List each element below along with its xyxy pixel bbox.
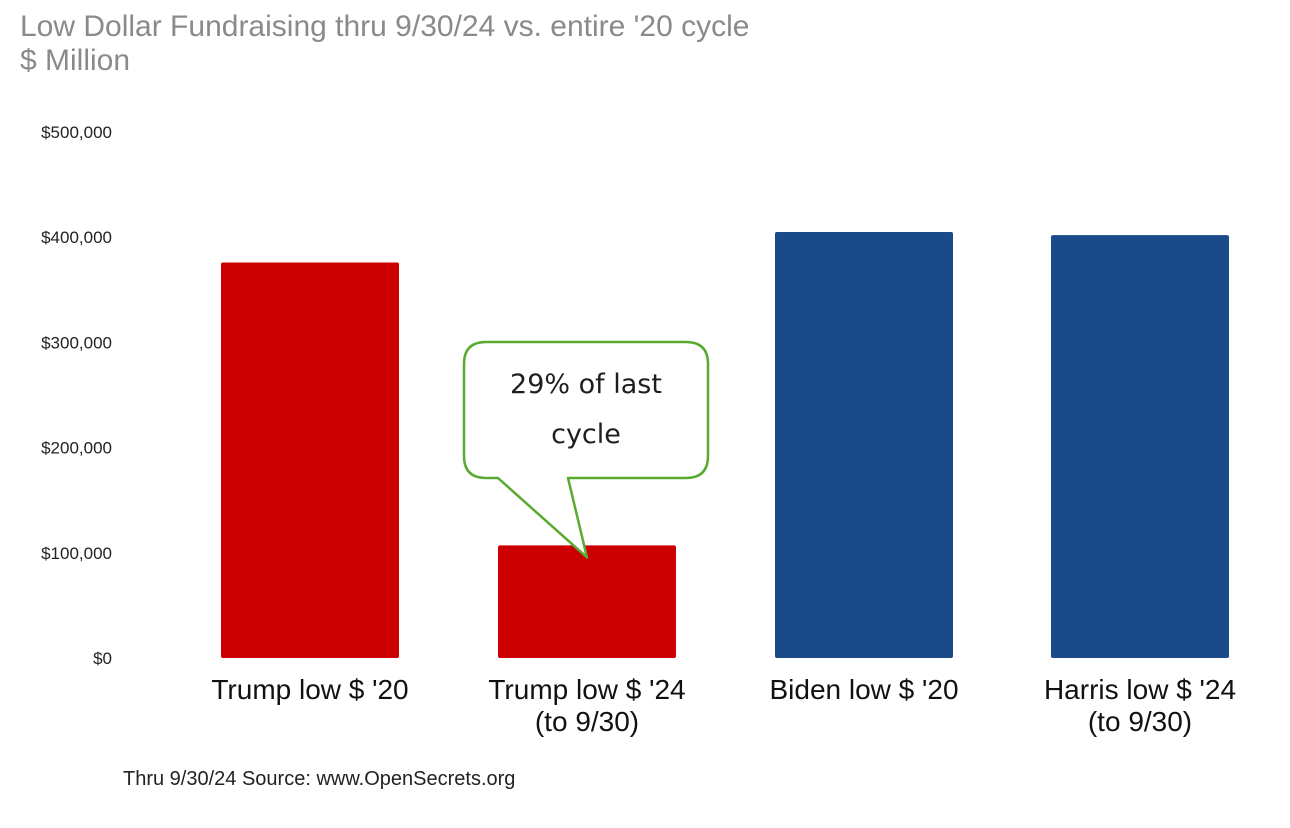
annotation-callout-shape bbox=[462, 340, 710, 559]
annotation-callout-text: 29% of last cycle bbox=[510, 369, 662, 450]
y-tick-label: $400,000 bbox=[41, 228, 112, 247]
x-tick-label: Trump low $ '20 bbox=[211, 674, 408, 705]
x-tick-label: Harris low $ '24 (to 9/30) bbox=[1044, 674, 1236, 737]
source-note: Thru 9/30/24 Source: www.OpenSecrets.org bbox=[123, 768, 516, 790]
y-tick-label: $500,000 bbox=[41, 123, 112, 142]
bar bbox=[498, 545, 676, 658]
chart-subtitle: $ Million bbox=[20, 44, 131, 77]
y-tick-label: $300,000 bbox=[41, 333, 112, 352]
chart-title: Low Dollar Fundraising thru 9/30/24 vs. … bbox=[20, 10, 750, 43]
bar bbox=[1051, 235, 1229, 658]
y-tick-label: $0 bbox=[93, 649, 112, 668]
y-tick-label: $200,000 bbox=[41, 439, 112, 458]
bar bbox=[221, 262, 399, 658]
x-tick-label: Trump low $ '24 (to 9/30) bbox=[488, 674, 685, 737]
x-tick-label: Biden low $ '20 bbox=[769, 674, 958, 705]
y-tick-label: $100,000 bbox=[41, 544, 112, 563]
bar bbox=[775, 231, 953, 658]
